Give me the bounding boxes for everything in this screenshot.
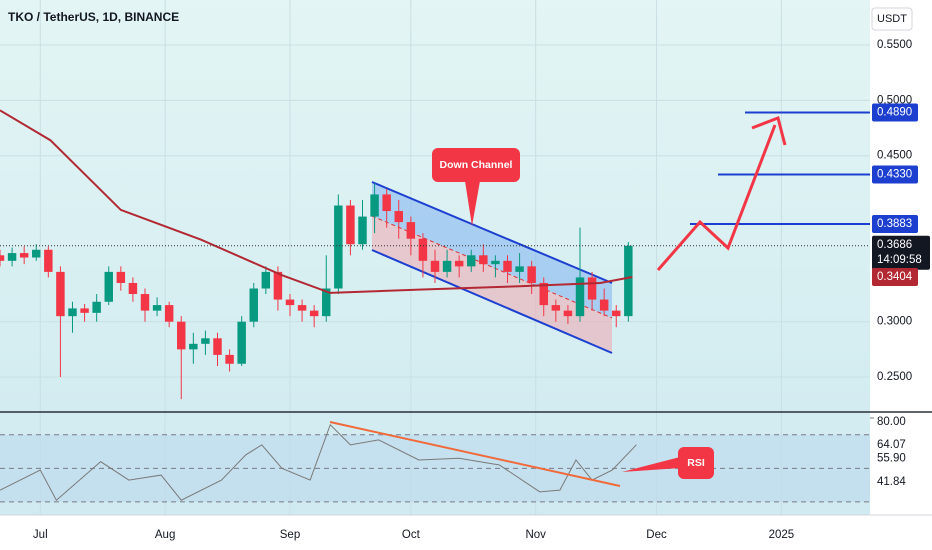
candle-body xyxy=(273,271,283,300)
candle-body xyxy=(370,194,379,217)
candle-body xyxy=(382,194,391,212)
candle-body xyxy=(32,249,41,258)
candle-body xyxy=(624,245,633,317)
y-tick-label: 0.4500 xyxy=(877,150,912,162)
price-tag-text: 0.4330 xyxy=(877,169,912,181)
x-tick-label: Jul xyxy=(33,529,48,541)
candle-body xyxy=(394,211,403,223)
price-tag xyxy=(872,267,918,286)
candle-body xyxy=(575,277,585,317)
y-tick-label: 0.5000 xyxy=(877,94,912,106)
candle-body xyxy=(249,288,258,322)
candle-body xyxy=(539,282,548,306)
candle-body xyxy=(551,305,561,311)
candle-body xyxy=(467,255,476,267)
price-tag-text: 0.3686 xyxy=(877,239,912,251)
x-tick-label: Dec xyxy=(646,529,667,541)
countdown: 14:09:58 xyxy=(877,254,922,266)
x-tick-label: Sep xyxy=(280,529,300,541)
callout-text: Down Channel xyxy=(440,159,513,171)
candle-body xyxy=(527,266,536,283)
channel-line xyxy=(371,249,613,354)
chart-title: TKO / TetherUS, 1D, BINANCE xyxy=(8,10,179,24)
price-tag-text: 0.4890 xyxy=(877,107,912,119)
candle-body xyxy=(152,305,162,311)
candle-body xyxy=(346,205,355,245)
rsi-trendline xyxy=(329,421,621,487)
candle-body xyxy=(479,255,488,265)
candle-body xyxy=(7,253,17,261)
candle-body xyxy=(92,301,101,313)
candle-body xyxy=(430,260,440,272)
moving-average xyxy=(0,109,633,294)
candle-body xyxy=(44,249,53,272)
callout xyxy=(678,447,714,479)
candle-body xyxy=(140,294,150,311)
projection-arrow xyxy=(656,124,777,271)
candle-body xyxy=(503,260,512,272)
candle-body xyxy=(491,260,500,265)
candle-body xyxy=(406,222,416,239)
candle-body xyxy=(587,277,597,300)
candle-body xyxy=(68,308,77,317)
callout-pointer xyxy=(622,457,680,472)
rsi-line xyxy=(0,423,637,502)
candle-body xyxy=(285,299,295,306)
candle-body xyxy=(177,321,186,350)
candle-body xyxy=(334,205,343,289)
y-tick-label: 0.5500 xyxy=(877,39,912,51)
candle-body xyxy=(358,216,367,245)
price-tag xyxy=(872,214,918,233)
price-tag xyxy=(872,235,930,270)
candle-body xyxy=(201,338,210,344)
callout-text: RSI xyxy=(687,457,705,469)
candle-body xyxy=(442,260,452,272)
rsi-value-label: 55.90 xyxy=(877,452,906,464)
candle-body xyxy=(164,305,174,322)
y-tick-label: 0.3000 xyxy=(877,316,912,328)
currency-box xyxy=(871,7,913,31)
y-tick-label: 80.00 xyxy=(877,416,906,428)
candle-body xyxy=(56,271,65,317)
callout xyxy=(432,148,520,182)
callout-pointer xyxy=(465,181,480,226)
candle-body xyxy=(563,310,573,317)
channel-lower xyxy=(372,216,612,353)
candle-body xyxy=(0,255,5,261)
candle-body xyxy=(225,354,234,364)
x-tick-label: 2025 xyxy=(769,529,795,541)
candle-body xyxy=(612,310,621,317)
candle-body xyxy=(237,321,246,364)
candle-body xyxy=(19,253,29,258)
candle-body xyxy=(322,288,331,317)
x-tick-label: Oct xyxy=(402,529,421,541)
candle-body xyxy=(454,260,464,267)
x-tick-label: Nov xyxy=(525,529,546,541)
candle-body xyxy=(128,282,138,295)
candle-body xyxy=(297,305,307,311)
currency: USDT xyxy=(877,13,907,25)
candle-body xyxy=(104,271,113,302)
price-tag-text: 0.3883 xyxy=(877,218,912,230)
candle-body xyxy=(599,299,609,311)
candle-body xyxy=(189,343,198,350)
candle-body xyxy=(309,310,319,317)
candle-body xyxy=(213,338,222,355)
rsi-value-label: 41.84 xyxy=(877,476,906,488)
candle-body xyxy=(418,238,428,261)
price-tag xyxy=(872,103,918,122)
x-tick-label: Aug xyxy=(155,529,175,541)
candle-body xyxy=(80,308,89,313)
candle-body xyxy=(116,271,126,283)
channel-line xyxy=(371,181,613,284)
y-tick-label: 0.2500 xyxy=(877,371,912,383)
rsi-value-label: 64.07 xyxy=(877,439,906,451)
arrow-head xyxy=(751,115,787,146)
price-tag xyxy=(872,165,918,184)
candle-body xyxy=(261,271,271,289)
candle-body xyxy=(515,266,524,272)
price-tag-text: 0.3404 xyxy=(877,271,913,283)
